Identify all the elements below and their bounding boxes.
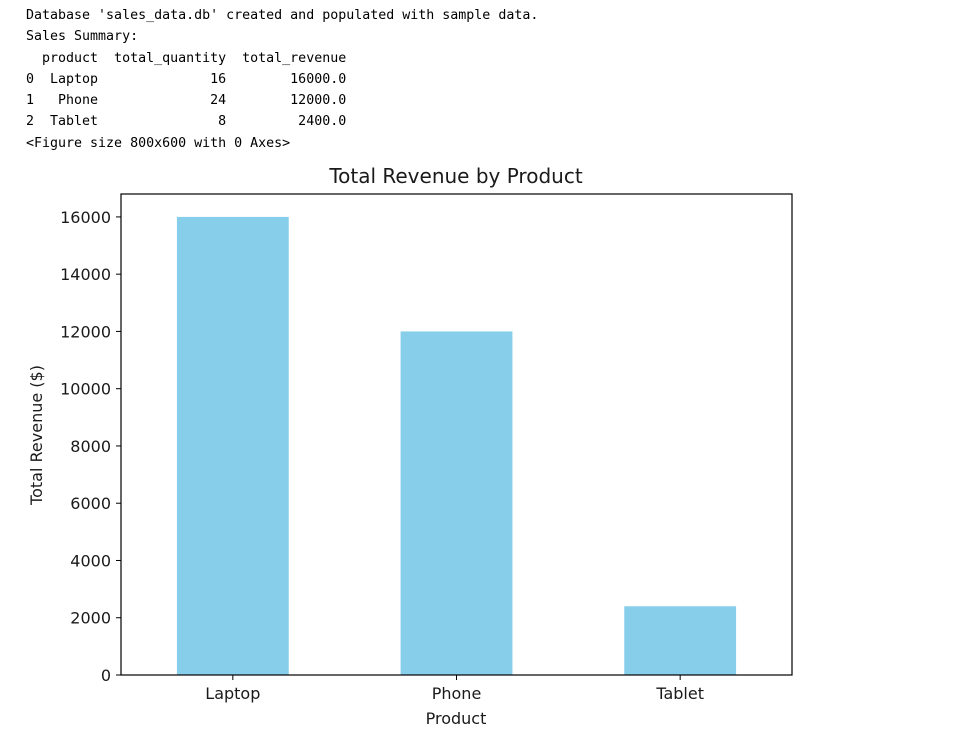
console-line: 0 Laptop 16 16000.0: [26, 71, 347, 87]
plot-frame: [120, 193, 793, 676]
y-tick-label: 12000: [60, 322, 111, 341]
console-line: product total_quantity total_revenue: [26, 50, 347, 66]
y-tick-label: 10000: [60, 380, 111, 399]
y-tick-label: 0: [101, 666, 111, 685]
y-axis-label: Total Revenue ($): [27, 365, 46, 506]
chart-title: Total Revenue by Product: [328, 164, 583, 188]
console-line: 1 Phone 24 12000.0: [26, 93, 347, 109]
y-tick-label: 16000: [60, 208, 111, 227]
y-tick-label: 8000: [70, 437, 111, 456]
y-tick-label: 2000: [70, 609, 111, 628]
x-tick-label: Phone: [432, 684, 482, 703]
y-tick-label: 14000: [60, 265, 111, 284]
console-line: Database 'sales_data.db' created and pop…: [26, 8, 539, 23]
console-line: <Figure size 800x600 with 0 Axes>: [26, 135, 291, 151]
console-line: 2 Tablet 8 2400.0: [26, 114, 347, 130]
x-axis-label: Product: [426, 709, 487, 728]
bar-phone: [400, 331, 513, 675]
y-tick-label: 6000: [70, 494, 111, 513]
bar-tablet: [624, 606, 737, 675]
y-ticks-group: 0 2000 4000 6000 8000 10000 12000 14000 16000: [60, 208, 121, 685]
bars-group: [176, 216, 737, 675]
x-ticks-group: Laptop Phone Tablet: [205, 675, 704, 703]
console-output: Database 'sales_data.db' created and pop…: [26, 5, 538, 154]
bar-laptop: [176, 216, 289, 675]
x-tick-label: Laptop: [205, 684, 260, 703]
x-tick-label: Tablet: [655, 684, 704, 703]
y-tick-label: 4000: [70, 551, 111, 570]
console-line: Sales Summary:: [26, 29, 139, 45]
